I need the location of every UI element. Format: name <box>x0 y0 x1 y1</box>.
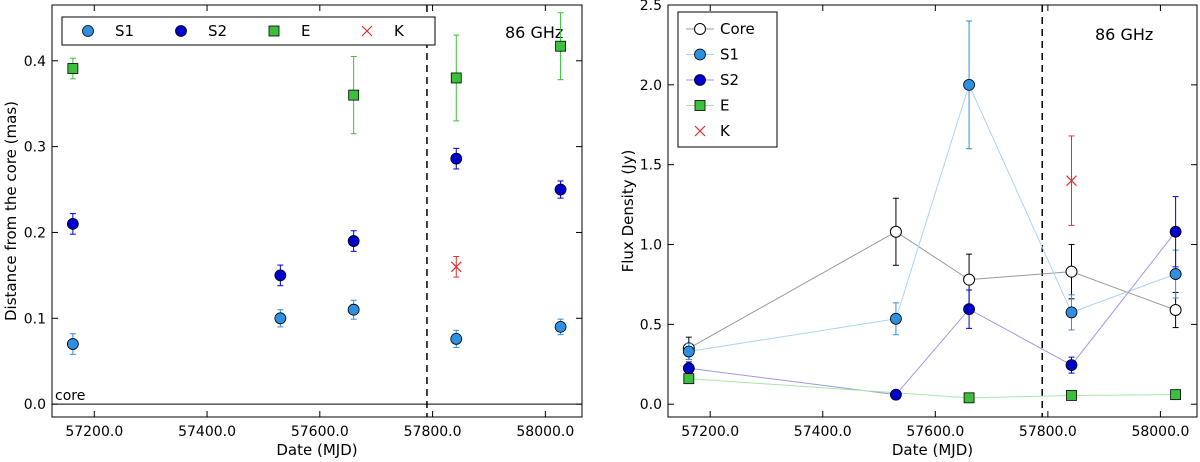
left-data-point-e <box>450 72 462 84</box>
left-legend-marker-k <box>361 25 373 37</box>
right-data-point-s1 <box>1169 268 1182 280</box>
right-series-line-core <box>688 231 1176 349</box>
right-data-point-k <box>1066 175 1077 187</box>
left-data-point-s1 <box>274 312 287 325</box>
right-y-axis-label: Flux Density (Jy) <box>619 150 637 273</box>
right-x-tick-label: 57200.0 <box>681 424 739 440</box>
left-x-tick-label: 58000.0 <box>516 424 574 440</box>
left-x-tick-label: 57800.0 <box>404 424 462 440</box>
right-legend: Core S1 S2 EK <box>677 11 778 148</box>
right-legend-marker-core <box>694 23 706 35</box>
right-legend-marker-s2 <box>694 74 706 86</box>
core-label: core <box>55 388 85 404</box>
left-legend-label-s1: S1 <box>115 22 134 40</box>
left-legend-label-s2: S2 <box>208 22 227 40</box>
right-data-point-e <box>1066 390 1077 401</box>
distance-chart-panel: 57200.0 57400.0 57600.0 57800.0 58000.0 0.0 0.… <box>2 4 583 459</box>
left-y-tick-label: 0.4 <box>24 54 46 70</box>
right-data-point-s2 <box>963 303 975 316</box>
left-axes-frame <box>51 4 583 418</box>
right-data-point-s1 <box>682 345 695 358</box>
right-legend-label-core: Core <box>720 20 755 38</box>
left-data-point-k-stroke-b <box>450 261 462 273</box>
right-series-line-s2 <box>688 231 1177 396</box>
left-y-axis-label: Distance from the core (mas) <box>2 101 20 321</box>
left-data-point-s1 <box>450 332 463 345</box>
right-y-tick-label: 2.0 <box>640 78 662 94</box>
right-y-tick-label: 0.0 <box>640 397 662 413</box>
left-data-point-s1 <box>554 320 567 333</box>
left-legend-marker-e <box>268 25 280 37</box>
right-x-tick-label: 57400.0 <box>794 424 852 440</box>
right-data-point-s2 <box>682 362 695 375</box>
left-data-point-s1 <box>347 303 360 316</box>
right-legend-marker-k <box>694 125 706 137</box>
right-data-point-s2 <box>890 388 902 401</box>
right-data-point-k-stroke-b <box>1066 175 1077 187</box>
right-data-point-e <box>963 392 975 404</box>
right-x-tick-label: 58000.0 <box>1131 424 1189 440</box>
left-legend-label-k: K <box>394 22 405 40</box>
right-data-point-core <box>1169 304 1182 317</box>
left-data-point-s2 <box>554 183 567 196</box>
left-data-point-k <box>450 261 462 273</box>
left-x-tick-label: 57600.0 <box>291 424 349 440</box>
left-legend-label-e: E <box>301 22 310 40</box>
right-data-point-core <box>889 225 902 238</box>
right-data-point-core <box>1065 265 1078 278</box>
right-data-point-s2 <box>1065 359 1078 372</box>
left-data-point-s1 <box>66 338 79 350</box>
right-legend-marker-k-stroke-b <box>694 125 706 137</box>
left-data-point-e <box>555 40 566 52</box>
right-series-line-e <box>688 378 1176 399</box>
right-y-tick-label: 0.5 <box>640 317 662 333</box>
left-y-tick-label: 0.2 <box>24 225 46 241</box>
right-legend-marker-s1 <box>694 48 706 61</box>
left-frequency-annotation: 86 GHz <box>505 23 563 42</box>
left-data-point-s2 <box>274 269 287 282</box>
right-y-tick-label: 1.5 <box>640 158 662 174</box>
left-y-tick-label: 0.0 <box>24 397 46 413</box>
right-data-point-e <box>1170 389 1182 401</box>
right-data-point-s1 <box>1065 306 1078 319</box>
left-data-point-s2 <box>347 235 360 247</box>
left-legend-marker-s1 <box>82 25 94 37</box>
right-legend-marker-e <box>694 100 706 111</box>
left-legend-box <box>61 16 436 46</box>
right-axes-frame <box>667 4 1198 418</box>
left-data-point-s2 <box>66 217 79 230</box>
left-x-tick-label: 57200.0 <box>65 424 123 440</box>
left-y-tick-label: 0.1 <box>24 311 46 327</box>
right-data-point-core <box>963 273 976 286</box>
left-y-tick-label: 0.3 <box>24 140 46 156</box>
right-data-point-e <box>683 373 695 385</box>
left-x-axis-label: Date (MJD) <box>276 441 357 459</box>
right-legend-label-s1: S1 <box>720 46 739 64</box>
right-x-tick-label: 57800.0 <box>1019 424 1077 440</box>
right-data-point-s2 <box>1169 225 1182 238</box>
left-legend-marker-k-stroke-b <box>361 25 373 37</box>
left-data-point-e <box>348 89 360 101</box>
left-legend: S1 S2 E K <box>61 16 436 46</box>
right-frequency-annotation: 86 GHz <box>1095 25 1153 44</box>
left-legend-marker-s2 <box>175 25 187 37</box>
right-x-tick-label: 57600.0 <box>906 424 964 440</box>
right-legend-label-e: E <box>720 97 729 115</box>
right-data-point-s1 <box>890 312 902 325</box>
flux-chart-panel: 57200.0 57400.0 57600.0 57800.0 58000.0 0.0 0.… <box>619 0 1198 459</box>
right-y-tick-label: 2.5 <box>640 0 662 14</box>
right-x-axis-label: Date (MJD) <box>892 441 973 459</box>
left-x-tick-label: 57400.0 <box>178 424 236 440</box>
right-y-tick-label: 1.0 <box>640 238 662 254</box>
right-legend-label-k: K <box>720 122 731 140</box>
right-data-point-s1 <box>963 78 975 91</box>
left-data-point-e <box>67 63 79 74</box>
left-data-point-s2 <box>450 152 463 165</box>
right-legend-label-s2: S2 <box>720 71 739 89</box>
